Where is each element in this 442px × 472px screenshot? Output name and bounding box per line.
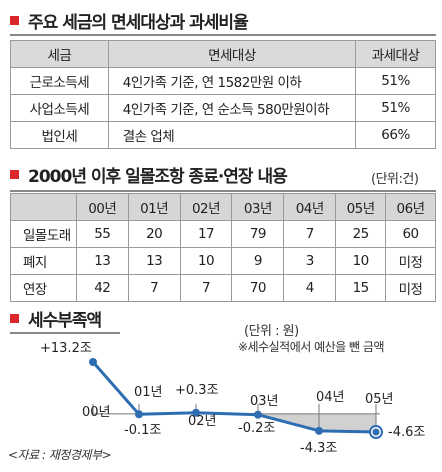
taxable-ratio: 66%	[355, 121, 436, 149]
data-point	[254, 410, 262, 419]
table-row: 법인세 결손 업체 66%	[10, 121, 436, 149]
header-cell: 03년	[231, 193, 285, 221]
data-point	[89, 358, 97, 366]
cell: 3	[283, 247, 337, 275]
tax-name: 법인세	[10, 121, 109, 149]
category-label: 00년	[82, 405, 111, 420]
cell: 13	[127, 247, 181, 275]
negative-area	[258, 413, 376, 432]
source-note: <자료 : 재정경제부>	[8, 448, 112, 462]
section1-title-text: 주요 세금의 면세대상과 과세비율	[28, 13, 249, 33]
section3-note: ※세수실적에서 예산을 뺀 금액	[238, 340, 384, 354]
category-label: 01년	[134, 385, 163, 400]
value-label: -4.6조	[388, 425, 425, 440]
category-label: 03년	[250, 394, 279, 409]
table-header-row: 세금 면세대상 과세대상	[10, 40, 436, 68]
section2-title-text: 2000년 이후 일몰조항 종료·연장 내용	[28, 167, 288, 187]
table-row: 폐지 13 13 10 9 3 10 미정	[10, 247, 436, 275]
cell: 13	[75, 247, 129, 275]
tax-exemption-table: 세금 면세대상 과세대상 근로소득세 4인가족 기준, 연 1582만원 이하 …	[10, 40, 436, 149]
header-cell: 면세대상	[107, 40, 357, 68]
cell: 7	[283, 220, 337, 248]
section3-rule	[10, 332, 120, 334]
category-label: 05년	[365, 392, 394, 407]
exemption-target: 4인가족 기준, 연 1582만원 이하	[107, 67, 357, 95]
exemption-target: 결손 업체	[107, 121, 357, 149]
header-cell: 세금	[10, 40, 109, 68]
cell: 70	[231, 274, 285, 302]
section1-title: 주요 세금의 면세대상과 과세비율	[10, 8, 249, 33]
section2-unit: (단위:건)	[371, 172, 419, 187]
cell: 미정	[385, 274, 436, 302]
section3-unit: (단위 : 원)	[244, 324, 299, 339]
header-cell: 04년	[283, 193, 337, 221]
data-point	[192, 408, 200, 417]
cell: 10	[335, 247, 387, 275]
value-label: +13.2조	[40, 341, 92, 356]
data-point	[372, 428, 380, 436]
table-row: 일몰도래 55 20 17 79 7 25 60	[10, 220, 436, 248]
header-cell	[10, 193, 77, 221]
cell: 15	[335, 274, 387, 302]
title-marker-icon	[10, 170, 19, 179]
cell: 60	[385, 220, 436, 248]
series-line	[91, 361, 377, 434]
category-label: 04년	[316, 390, 345, 405]
value-label: -0.1조	[124, 423, 161, 438]
cell: 4	[283, 274, 337, 302]
tax-name: 사업소득세	[10, 94, 109, 122]
title-marker-icon	[10, 314, 19, 323]
row-label: 연장	[10, 274, 77, 302]
cell: 7	[179, 274, 233, 302]
header-cell: 과세대상	[355, 40, 436, 68]
section3-title-text: 세수부족액	[28, 311, 102, 331]
value-label: -4.3조	[300, 441, 337, 456]
section2-title: 2000년 이후 일몰조항 종료·연장 내용	[10, 162, 288, 187]
sunset-clause-table: 00년 01년 02년 03년 04년 05년 06년 일몰도래 55 20 1…	[10, 193, 436, 302]
cell: 7	[127, 274, 181, 302]
data-point	[135, 410, 143, 419]
data-point	[315, 426, 323, 435]
table-row: 근로소득세 4인가족 기준, 연 1582만원 이하 51%	[10, 67, 436, 95]
taxable-ratio: 51%	[355, 67, 436, 95]
cell: 20	[127, 220, 181, 248]
section2-rule	[10, 190, 436, 192]
table-row: 연장 42 7 7 70 4 15 미정	[10, 274, 436, 302]
header-cell: 01년	[127, 193, 181, 221]
title-marker-icon	[10, 16, 19, 25]
cell: 9	[231, 247, 285, 275]
cell: 25	[335, 220, 387, 248]
section3-title: 세수부족액	[10, 306, 102, 331]
exemption-target: 4인가족 기준, 연 순소득 580만원이하	[107, 94, 357, 122]
value-label: +0.3조	[175, 383, 219, 398]
header-cell: 00년	[75, 193, 129, 221]
section1-rule	[10, 34, 436, 36]
header-cell: 02년	[179, 193, 233, 221]
value-label: -0.2조	[238, 421, 275, 436]
category-label: 02년	[188, 414, 217, 429]
table-header-row: 00년 01년 02년 03년 04년 05년 06년	[10, 193, 436, 221]
